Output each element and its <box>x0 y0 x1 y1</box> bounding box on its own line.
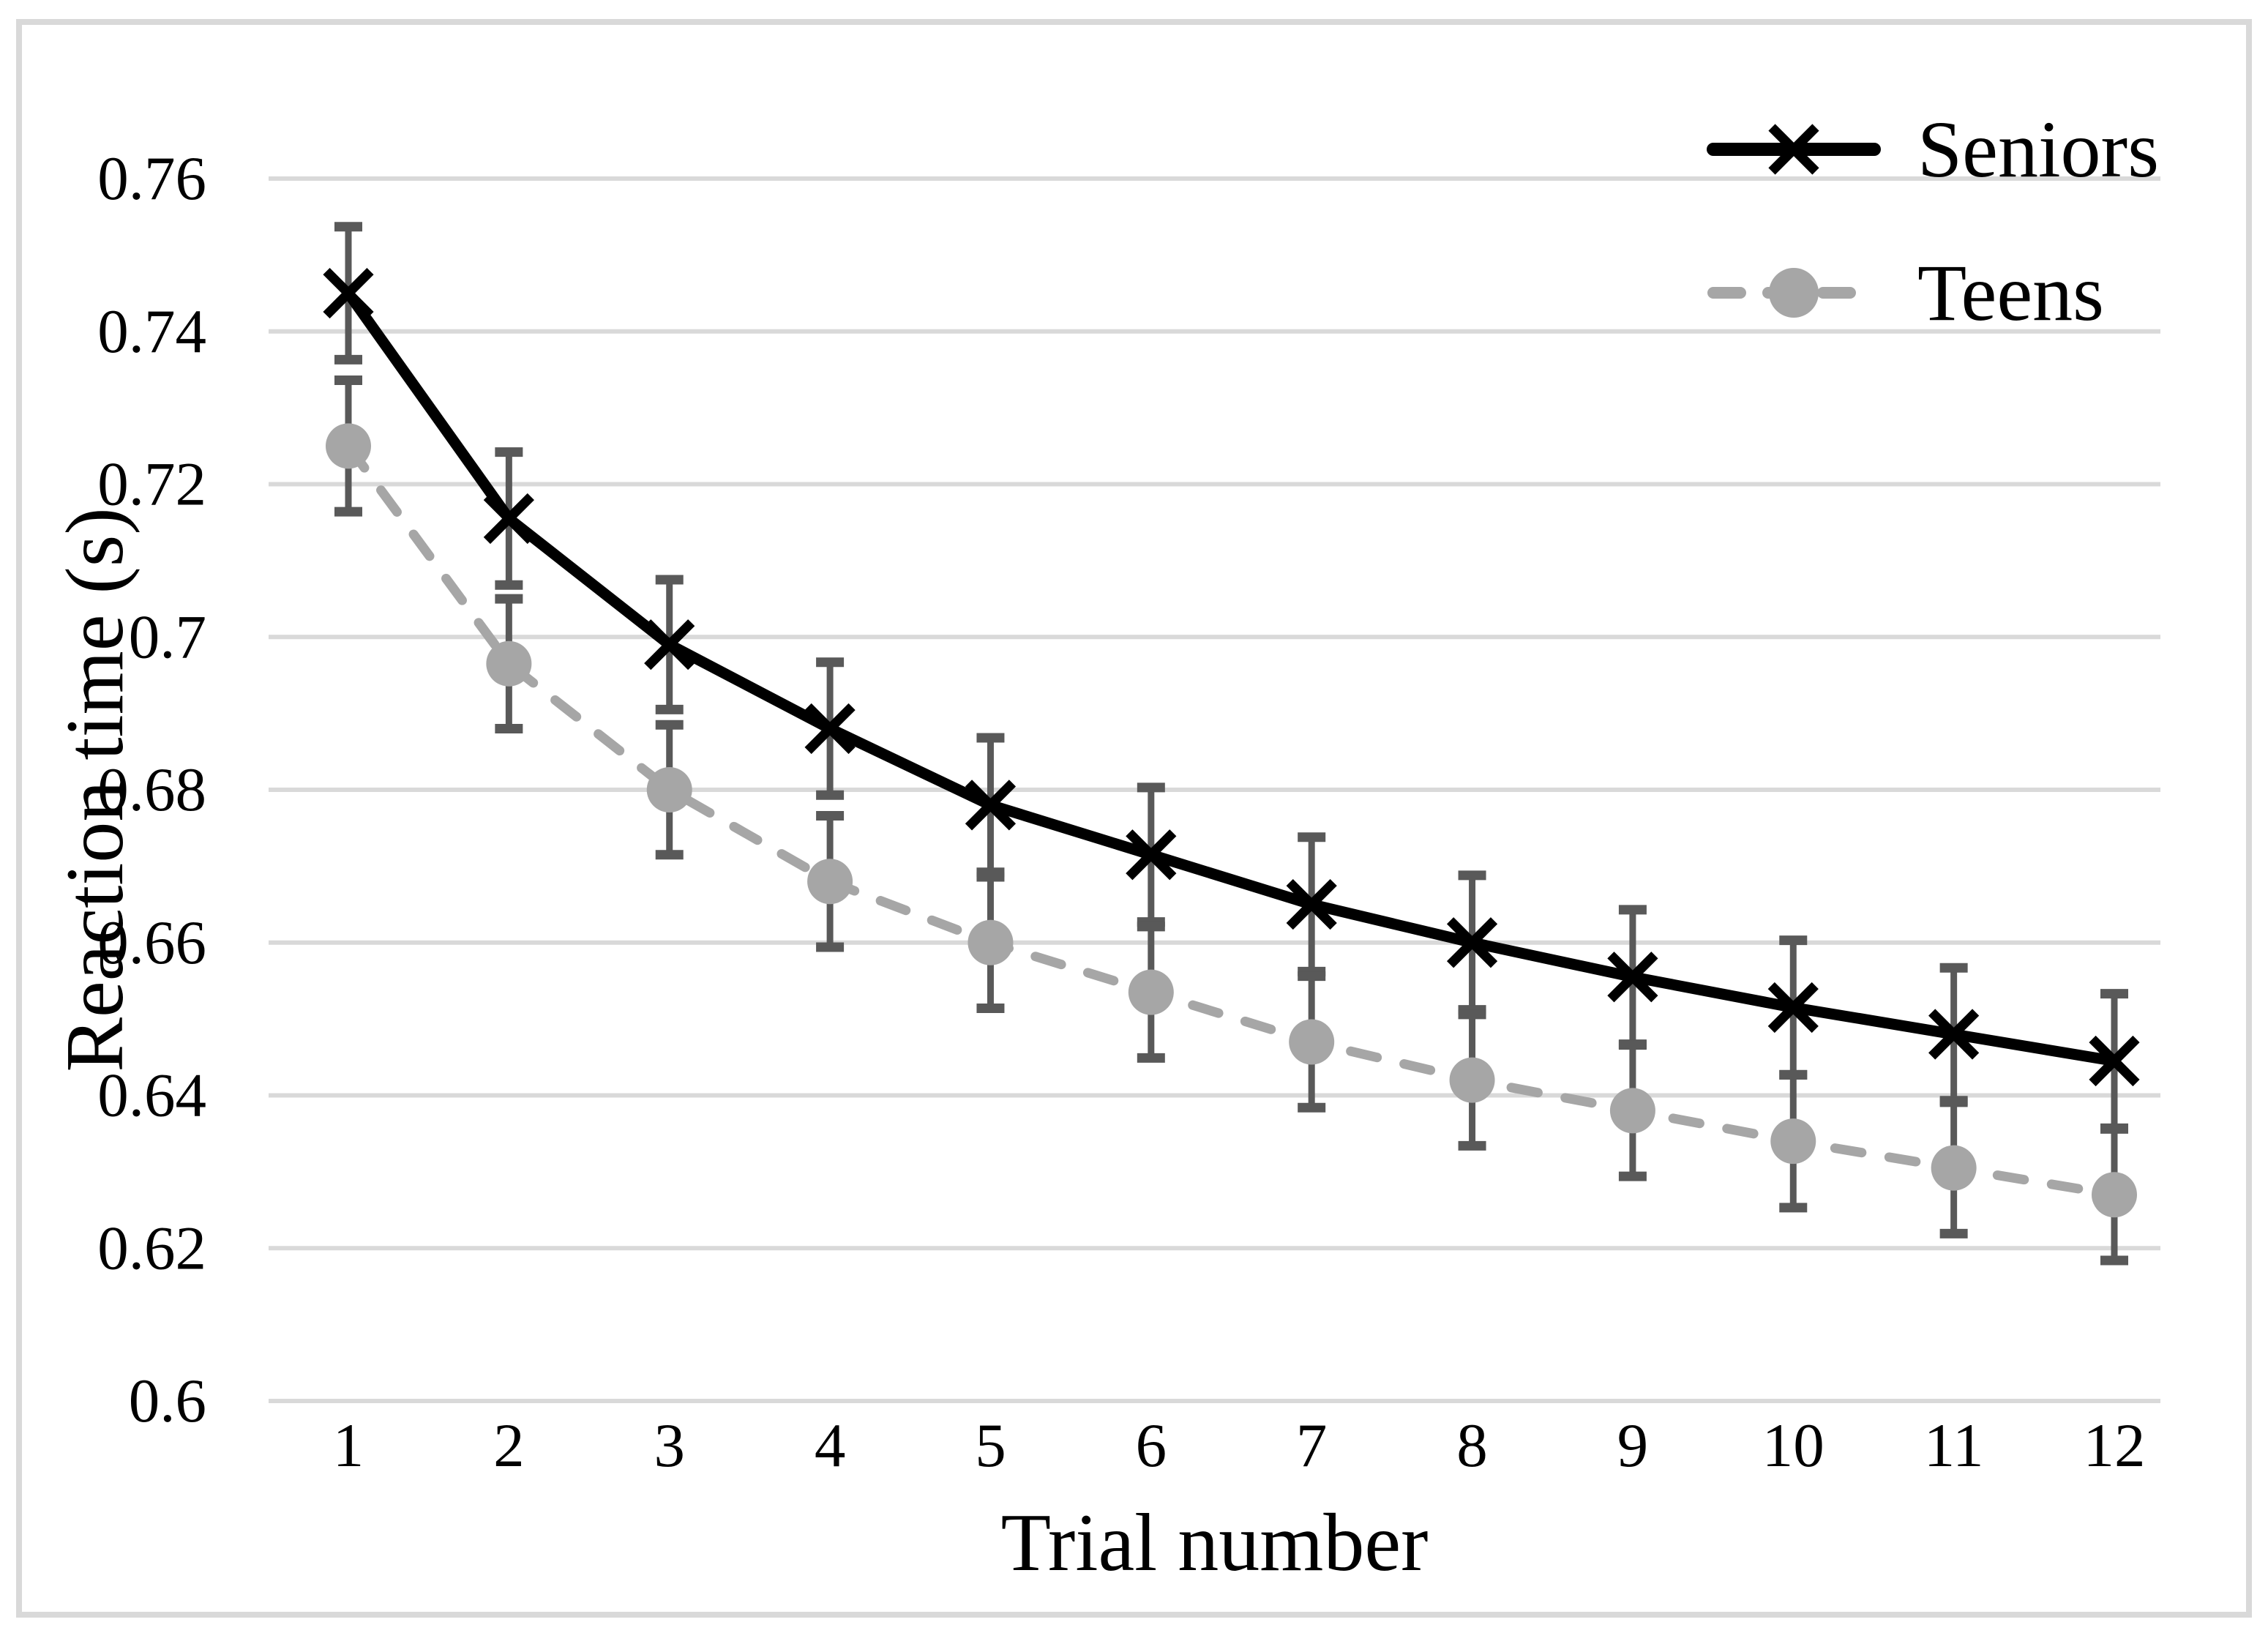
teens-markers <box>326 423 2137 1218</box>
y-tick-label: 0.64 <box>97 1061 206 1130</box>
y-tick-label: 0.74 <box>97 297 206 366</box>
x-marker <box>804 703 856 755</box>
circle-marker <box>1128 969 1174 1015</box>
x-marker <box>1446 917 1498 968</box>
x-tick-label: 12 <box>2084 1411 2146 1480</box>
x-tick-label: 1 <box>333 1411 364 1480</box>
circle-marker <box>1449 1057 1495 1103</box>
x-tick-label: 11 <box>1924 1411 1984 1480</box>
x-marker <box>1607 952 1658 1003</box>
y-tick-label: 0.6 <box>129 1367 206 1435</box>
y-tick-label: 0.68 <box>97 755 206 824</box>
y-tick-label: 0.66 <box>97 908 206 977</box>
y-axis-title: Reaction time (s) <box>50 507 141 1072</box>
y-tick-label: 0.62 <box>97 1214 206 1282</box>
x-tick-label: 5 <box>975 1411 1006 1480</box>
x-marker <box>2089 1035 2140 1087</box>
circle-marker <box>2092 1172 2137 1218</box>
x-marker <box>1928 1009 1980 1060</box>
teens-line <box>343 441 2119 1200</box>
x-marker <box>965 780 1017 831</box>
seniors-line <box>343 288 2120 1067</box>
x-tick-label: 9 <box>1617 1411 1649 1480</box>
x-tick-label: 4 <box>815 1411 846 1480</box>
x-marker <box>1126 829 1177 881</box>
x-tick-label: 3 <box>654 1411 685 1480</box>
legend-label-teens: Teens <box>1917 248 2104 337</box>
y-tick-label: 0.7 <box>129 602 206 671</box>
x-marker <box>644 619 695 670</box>
circle-marker <box>1289 1019 1335 1065</box>
error-bars-seniors <box>334 222 2128 1133</box>
legend-label-seniors: Seniors <box>1917 105 2159 194</box>
circle-marker <box>326 423 371 469</box>
x-axis-ticks: 1 2 3 4 5 6 7 8 9 10 11 12 <box>333 1411 2146 1480</box>
circle-marker <box>807 859 853 905</box>
circle-marker <box>486 640 532 687</box>
seniors-markers <box>323 267 2140 1087</box>
x-marker <box>1286 878 1337 930</box>
x-tick-label: 10 <box>1762 1411 1824 1480</box>
circle-marker <box>646 767 692 812</box>
x-tick-label: 7 <box>1296 1411 1328 1480</box>
circle-marker <box>968 919 1014 965</box>
x-tick-label: 2 <box>493 1411 525 1480</box>
circle-marker <box>1770 1118 1816 1165</box>
circle-marker <box>1931 1145 1977 1191</box>
y-axis-ticks: 0.76 0.74 0.72 0.7 0.68 0.66 0.64 0.62 0.6 <box>97 144 206 1435</box>
y-tick-label: 0.76 <box>97 144 206 213</box>
legend: Seniors Teens <box>1707 105 2159 337</box>
x-tick-label: 8 <box>1456 1411 1488 1480</box>
error-bars-teens <box>334 375 2128 1266</box>
x-marker <box>1768 124 1819 175</box>
x-marker <box>1767 982 1819 1034</box>
legend-item-seniors: Seniors <box>1707 105 2159 194</box>
y-tick-label: 0.72 <box>97 450 206 519</box>
x-tick-label: 6 <box>1136 1411 1167 1480</box>
x-marker <box>483 493 534 545</box>
legend-item-teens: Teens <box>1707 248 2104 337</box>
circle-marker <box>1609 1088 1655 1134</box>
x-marker <box>323 267 374 319</box>
gridlines <box>269 176 2160 1403</box>
x-axis-title: Trial number <box>1000 1498 1429 1588</box>
circle-marker <box>1769 268 1819 318</box>
